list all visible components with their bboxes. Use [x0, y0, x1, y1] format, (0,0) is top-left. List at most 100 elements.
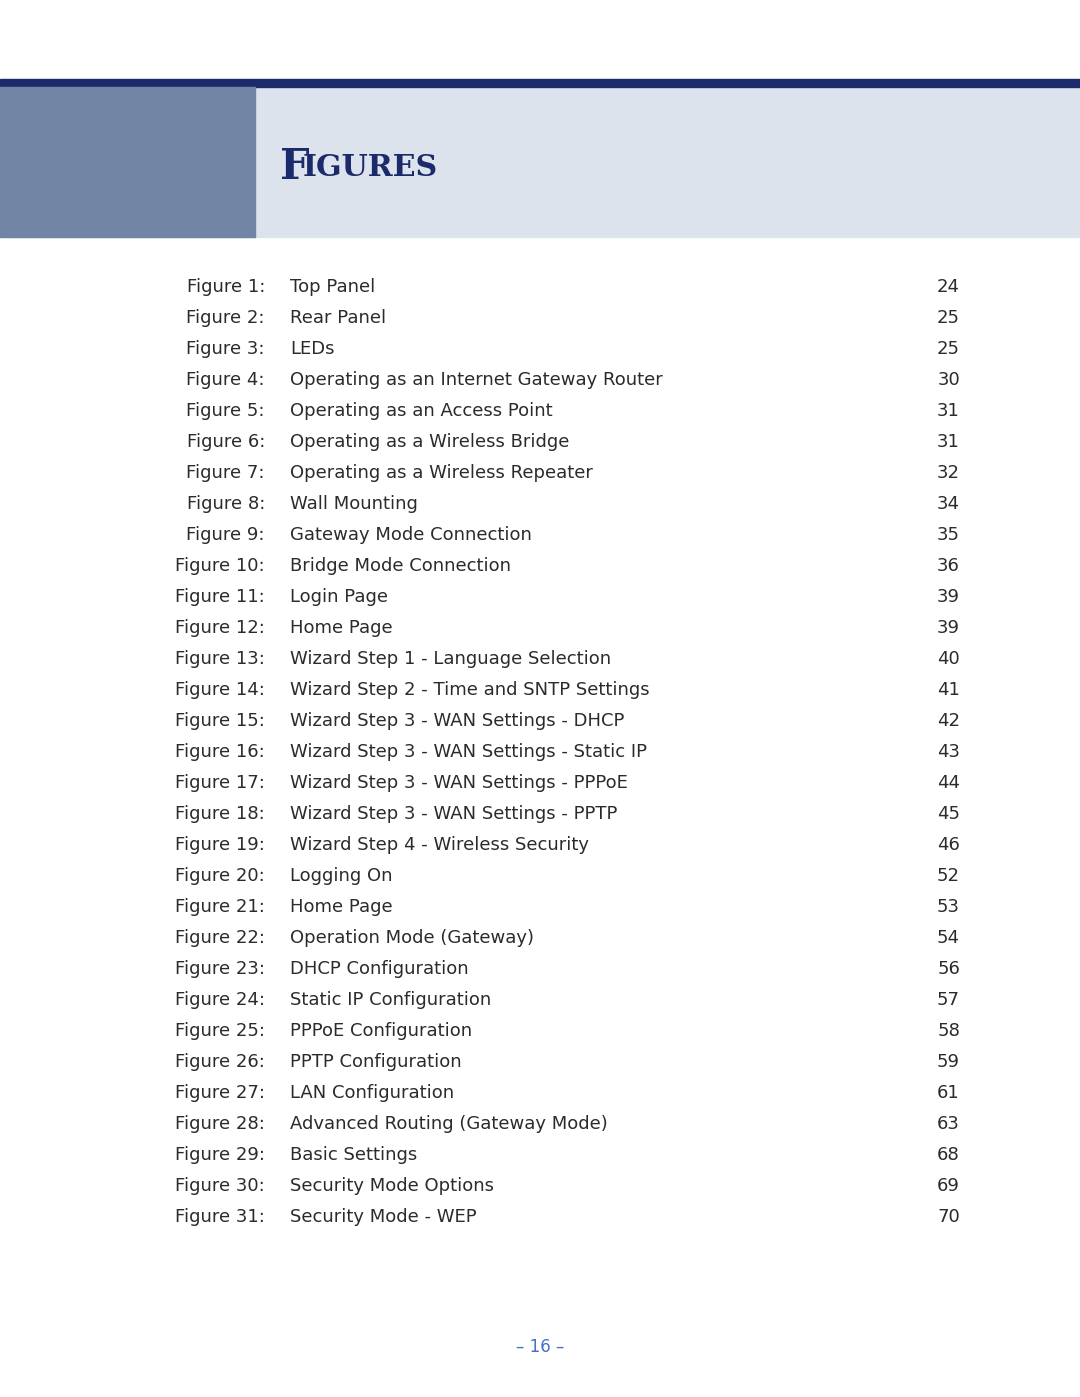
- Text: 59: 59: [937, 1053, 960, 1071]
- Text: Login Page: Login Page: [291, 588, 388, 606]
- Text: Figure 1:: Figure 1:: [187, 278, 265, 296]
- Text: 56: 56: [937, 960, 960, 978]
- Text: 53: 53: [937, 898, 960, 916]
- Text: Basic Settings: Basic Settings: [291, 1146, 417, 1164]
- Text: Operation Mode (Gateway): Operation Mode (Gateway): [291, 929, 534, 947]
- Text: Top Panel: Top Panel: [291, 278, 375, 296]
- Text: Figure 21:: Figure 21:: [175, 898, 265, 916]
- Text: 31: 31: [937, 433, 960, 451]
- Text: Wizard Step 3 - WAN Settings - PPTP: Wizard Step 3 - WAN Settings - PPTP: [291, 805, 618, 823]
- Text: Logging On: Logging On: [291, 868, 392, 886]
- Text: 25: 25: [937, 339, 960, 358]
- Text: Figure 31:: Figure 31:: [175, 1208, 265, 1227]
- Text: Wizard Step 3 - WAN Settings - DHCP: Wizard Step 3 - WAN Settings - DHCP: [291, 712, 624, 731]
- Text: 42: 42: [937, 712, 960, 731]
- Text: Wall Mounting: Wall Mounting: [291, 495, 418, 513]
- Text: 30: 30: [937, 372, 960, 388]
- Text: Figure 24:: Figure 24:: [175, 990, 265, 1009]
- Bar: [0, 87, 1080, 237]
- Text: 54: 54: [937, 929, 960, 947]
- Text: Figure 12:: Figure 12:: [175, 619, 265, 637]
- Text: Figure 13:: Figure 13:: [175, 650, 265, 668]
- Text: LEDs: LEDs: [291, 339, 335, 358]
- Text: Security Mode Options: Security Mode Options: [291, 1178, 494, 1194]
- Text: Figure 7:: Figure 7:: [187, 464, 265, 482]
- Text: Operating as an Internet Gateway Router: Operating as an Internet Gateway Router: [291, 372, 663, 388]
- Text: Operating as a Wireless Bridge: Operating as a Wireless Bridge: [291, 433, 569, 451]
- Text: 58: 58: [937, 1023, 960, 1039]
- Text: Figure 4:: Figure 4:: [187, 372, 265, 388]
- Text: 46: 46: [937, 835, 960, 854]
- Text: 70: 70: [937, 1208, 960, 1227]
- Text: Figure 3:: Figure 3:: [187, 339, 265, 358]
- Text: Figure 10:: Figure 10:: [175, 557, 265, 576]
- Text: Wizard Step 3 - WAN Settings - PPPoE: Wizard Step 3 - WAN Settings - PPPoE: [291, 774, 627, 792]
- Text: Figure 18:: Figure 18:: [175, 805, 265, 823]
- Text: Rear Panel: Rear Panel: [291, 309, 387, 327]
- Bar: [0, 0, 1080, 87]
- Text: Advanced Routing (Gateway Mode): Advanced Routing (Gateway Mode): [291, 1115, 608, 1133]
- Text: Figure 15:: Figure 15:: [175, 712, 265, 731]
- Text: Wizard Step 2 - Time and SNTP Settings: Wizard Step 2 - Time and SNTP Settings: [291, 680, 650, 698]
- Text: 25: 25: [937, 309, 960, 327]
- Text: 36: 36: [937, 557, 960, 576]
- Text: Figure 5:: Figure 5:: [187, 402, 265, 420]
- Text: Operating as an Access Point: Operating as an Access Point: [291, 402, 553, 420]
- Text: 31: 31: [937, 402, 960, 420]
- Text: Security Mode - WEP: Security Mode - WEP: [291, 1208, 476, 1227]
- Text: Figure 11:: Figure 11:: [175, 588, 265, 606]
- Text: Wizard Step 1 - Language Selection: Wizard Step 1 - Language Selection: [291, 650, 611, 668]
- Text: Figure 22:: Figure 22:: [175, 929, 265, 947]
- Text: 61: 61: [937, 1084, 960, 1102]
- Text: IGURES: IGURES: [303, 154, 438, 183]
- Text: 24: 24: [937, 278, 960, 296]
- Text: Figure 25:: Figure 25:: [175, 1023, 265, 1039]
- Text: Static IP Configuration: Static IP Configuration: [291, 990, 491, 1009]
- Text: 39: 39: [937, 588, 960, 606]
- Text: Figure 23:: Figure 23:: [175, 960, 265, 978]
- Text: Figure 29:: Figure 29:: [175, 1146, 265, 1164]
- Text: 45: 45: [937, 805, 960, 823]
- Text: F: F: [280, 147, 310, 189]
- Text: DHCP Configuration: DHCP Configuration: [291, 960, 469, 978]
- Bar: [0, 87, 255, 237]
- Text: 34: 34: [937, 495, 960, 513]
- Text: 39: 39: [937, 619, 960, 637]
- Text: 63: 63: [937, 1115, 960, 1133]
- Text: Home Page: Home Page: [291, 619, 393, 637]
- Text: Operating as a Wireless Repeater: Operating as a Wireless Repeater: [291, 464, 593, 482]
- Text: Wizard Step 4 - Wireless Security: Wizard Step 4 - Wireless Security: [291, 835, 589, 854]
- Text: Figure 26:: Figure 26:: [175, 1053, 265, 1071]
- Text: Home Page: Home Page: [291, 898, 393, 916]
- Text: Figure 14:: Figure 14:: [175, 680, 265, 698]
- Text: Figure 8:: Figure 8:: [187, 495, 265, 513]
- Text: Figure 16:: Figure 16:: [175, 743, 265, 761]
- Text: 57: 57: [937, 990, 960, 1009]
- Text: Figure 2:: Figure 2:: [187, 309, 265, 327]
- Text: LAN Configuration: LAN Configuration: [291, 1084, 454, 1102]
- Text: Figure 17:: Figure 17:: [175, 774, 265, 792]
- Text: 41: 41: [937, 680, 960, 698]
- Bar: [0, 80, 1080, 87]
- Text: Bridge Mode Connection: Bridge Mode Connection: [291, 557, 511, 576]
- Text: Figure 30:: Figure 30:: [175, 1178, 265, 1194]
- Text: 44: 44: [937, 774, 960, 792]
- Text: PPPoE Configuration: PPPoE Configuration: [291, 1023, 472, 1039]
- Text: Figure 28:: Figure 28:: [175, 1115, 265, 1133]
- Text: PPTP Configuration: PPTP Configuration: [291, 1053, 461, 1071]
- Text: Wizard Step 3 - WAN Settings - Static IP: Wizard Step 3 - WAN Settings - Static IP: [291, 743, 647, 761]
- Text: Figure 6:: Figure 6:: [187, 433, 265, 451]
- Text: Figure 27:: Figure 27:: [175, 1084, 265, 1102]
- Text: 40: 40: [937, 650, 960, 668]
- Text: Figure 19:: Figure 19:: [175, 835, 265, 854]
- Text: 52: 52: [937, 868, 960, 886]
- Text: 32: 32: [937, 464, 960, 482]
- Text: 69: 69: [937, 1178, 960, 1194]
- Text: 43: 43: [937, 743, 960, 761]
- Text: Gateway Mode Connection: Gateway Mode Connection: [291, 527, 531, 543]
- Text: 68: 68: [937, 1146, 960, 1164]
- Text: Figure 20:: Figure 20:: [175, 868, 265, 886]
- Text: Figure 9:: Figure 9:: [187, 527, 265, 543]
- Text: 35: 35: [937, 527, 960, 543]
- Text: – 16 –: – 16 –: [516, 1338, 564, 1356]
